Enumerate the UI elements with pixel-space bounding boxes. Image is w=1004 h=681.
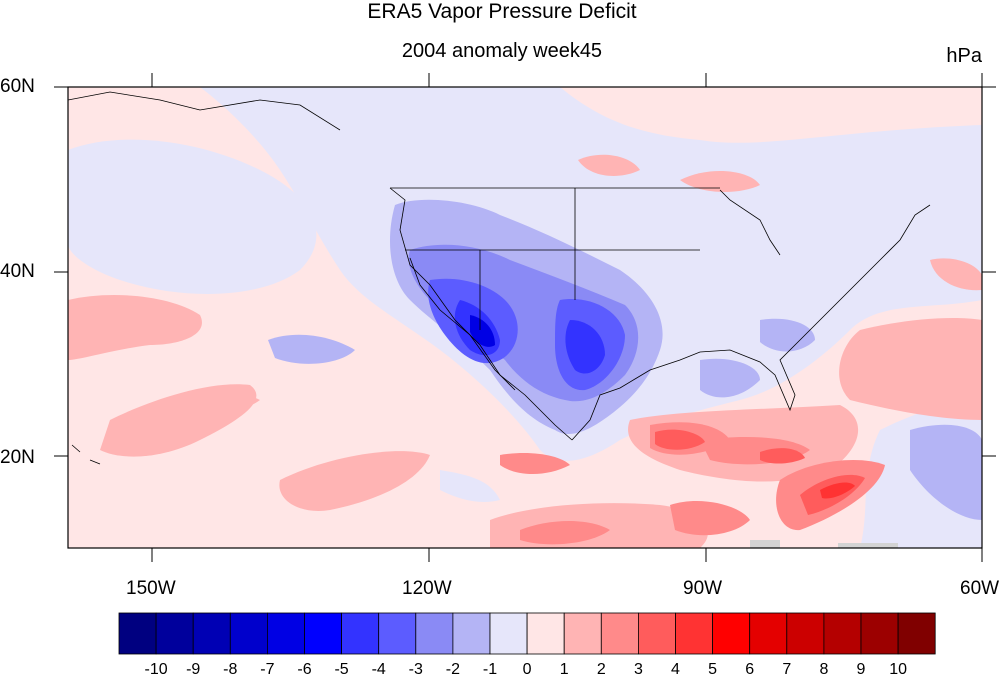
map-ticks (54, 73, 996, 562)
colorbar-swatch (786, 612, 825, 655)
colorbar-swatch (860, 612, 899, 655)
colorbar-swatch (749, 612, 788, 655)
lat-label-60n: 60N (0, 76, 35, 97)
colorbar-label: 4 (671, 661, 680, 678)
colorbar-swatch (118, 612, 157, 655)
colorbar-label: 5 (708, 661, 717, 678)
colorbar-swatch (452, 612, 491, 655)
lon-label-120w: 120W (402, 578, 452, 599)
lat-label-40n: 40N (0, 261, 35, 282)
anomaly-field (68, 87, 982, 548)
colorbar-swatch (489, 612, 528, 655)
colorbar-label: -9 (186, 661, 200, 678)
colorbar-swatch (675, 612, 713, 655)
colorbar-swatch (266, 612, 305, 655)
colorbar-swatch (229, 612, 268, 655)
colorbar: -10 -9 -8 -7 -6 -5 -4 -3 -2 -1 0 1 2 3 4 5 6 7 8 9 10 (118, 612, 936, 678)
colorbar-label: 7 (782, 661, 791, 678)
colorbar-swatch (563, 612, 602, 655)
colorbar-swatch (897, 612, 936, 655)
colorbar-label: -1 (483, 661, 497, 678)
units-label: hPa (946, 45, 982, 67)
colorbar-label: 9 (857, 661, 866, 678)
colorbar-label: -3 (409, 661, 423, 678)
lon-label-90w: 90W (683, 578, 723, 599)
colorbar-label: -10 (145, 661, 168, 678)
colorbar-label: -7 (260, 661, 274, 678)
colorbar-label: 6 (745, 661, 754, 678)
colorbar-swatch (712, 612, 751, 655)
colorbar-label: 2 (597, 661, 606, 678)
lon-label-60w: 60W (960, 578, 1000, 599)
colorbar-label: 10 (889, 661, 907, 678)
colorbar-swatch (378, 612, 417, 655)
colorbar-label: -5 (334, 661, 348, 678)
colorbar-label: 1 (560, 661, 569, 678)
colorbar-swatch (638, 612, 676, 655)
colorbar-swatch (526, 612, 565, 655)
colorbar-swatch (155, 612, 194, 655)
colorbar-label: -2 (446, 661, 460, 678)
colorbar-swatch (192, 612, 231, 655)
map-title: ERA5 Vapor Pressure Deficit (367, 0, 637, 23)
colorbar-label: -8 (223, 661, 237, 678)
colorbar-swatch (600, 612, 639, 655)
map-subtitle: 2004 anomaly week45 (401, 40, 603, 62)
colorbar-swatch (304, 612, 342, 655)
colorbar-label: 0 (523, 661, 532, 678)
colorbar-label: -4 (372, 661, 386, 678)
colorbar-swatch (823, 612, 862, 655)
colorbar-label: 3 (634, 661, 643, 678)
colorbar-swatch (415, 612, 454, 655)
lon-label-150w: 150W (126, 578, 176, 599)
colorbar-swatch (341, 612, 380, 655)
lat-label-20n: 20N (0, 447, 35, 468)
colorbar-label: -6 (297, 661, 311, 678)
colorbar-label: 8 (819, 661, 828, 678)
coastlines (68, 91, 931, 465)
